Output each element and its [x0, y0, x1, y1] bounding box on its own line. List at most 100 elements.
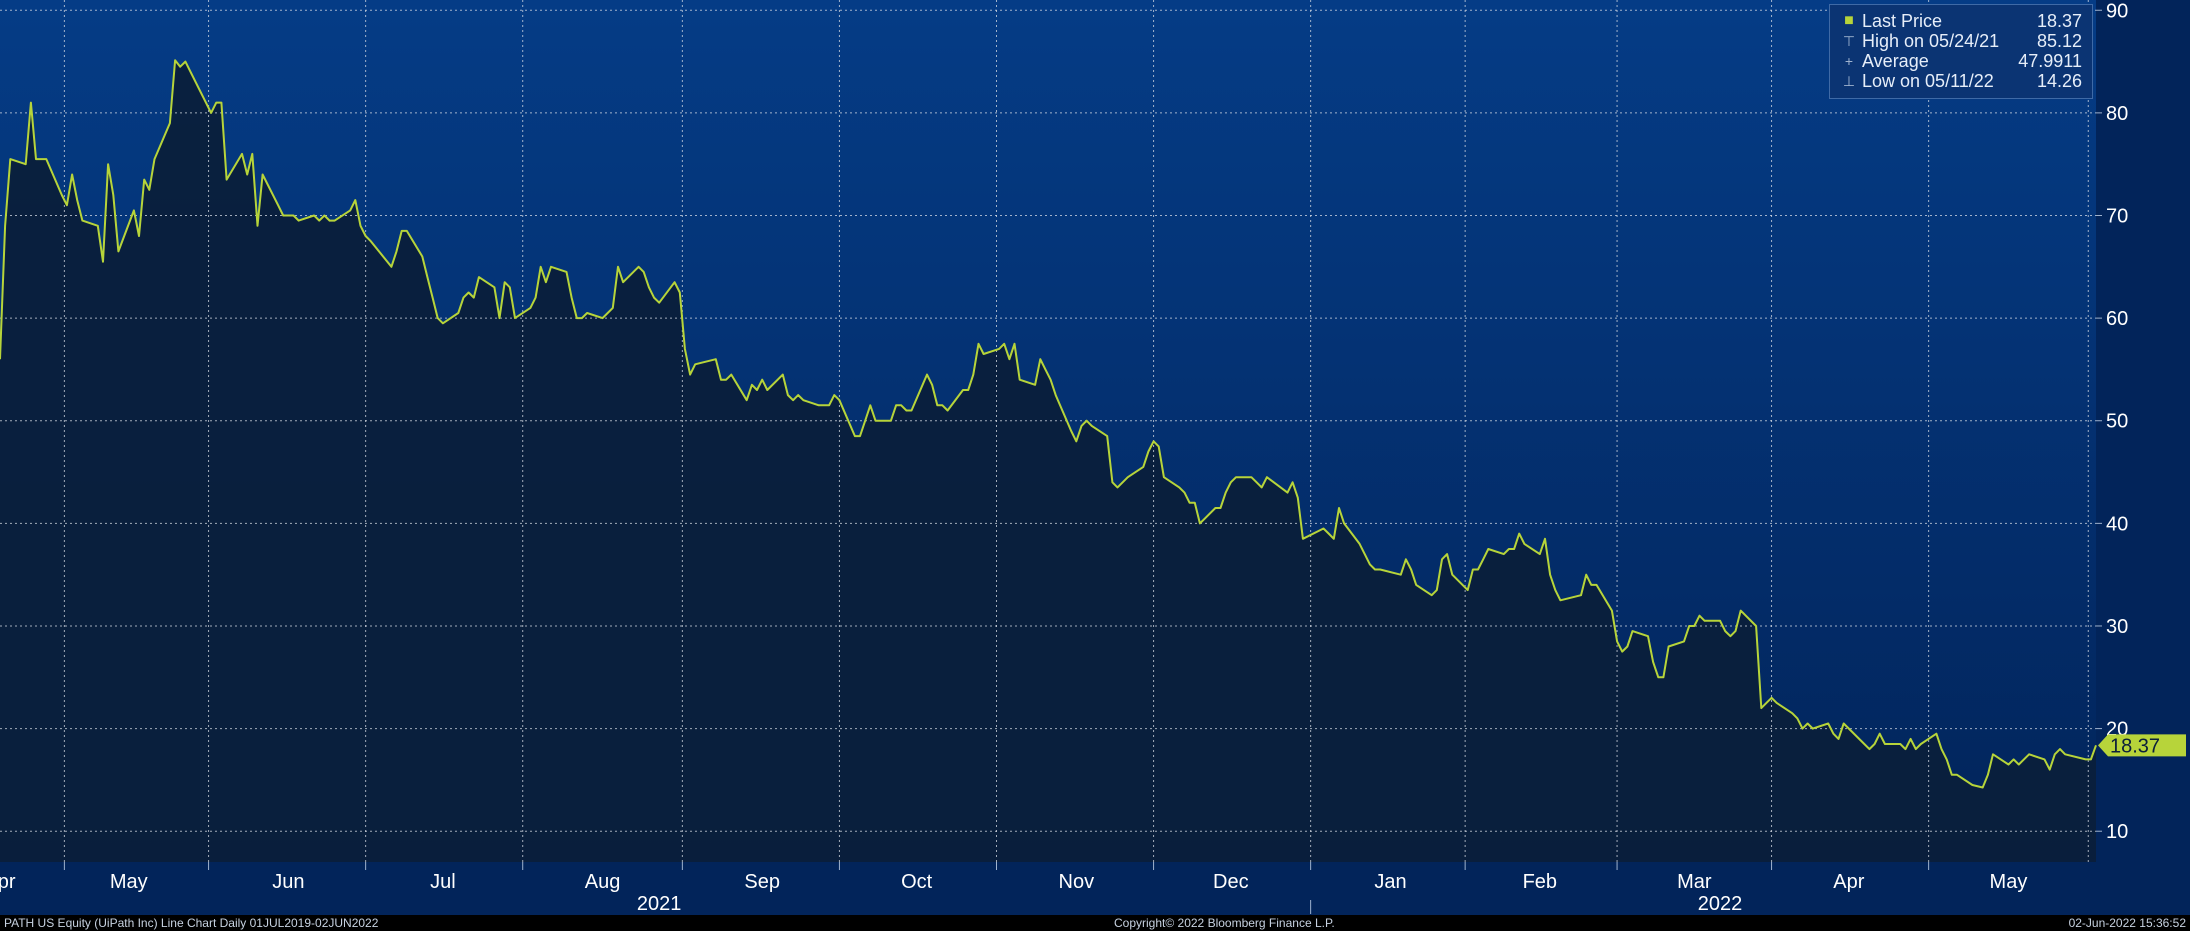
legend-label: Low on 05/11/22: [1862, 70, 1994, 91]
footer-copyright: Copyright© 2022 Bloomberg Finance L.P.: [1114, 916, 1335, 930]
x-axis-panel: [0, 862, 2190, 915]
data-point: [1008, 358, 1010, 360]
data-point: [1451, 574, 1453, 576]
data-point: [220, 102, 222, 104]
chart-legend: ■ Last Price 18.37 ⊤ High on 05/24/21 85…: [1829, 4, 2093, 99]
x-tick-label: Aug: [585, 871, 621, 893]
data-point: [833, 394, 835, 396]
data-point: [1503, 553, 1505, 555]
data-point: [71, 174, 73, 176]
data-point: [334, 220, 336, 222]
data-point: [318, 220, 320, 222]
data-point: [1843, 723, 1845, 725]
data-point: [931, 384, 933, 386]
data-point: [1091, 425, 1093, 427]
data-point: [2018, 764, 2020, 766]
data-point: [797, 394, 799, 396]
data-point: [1863, 743, 1865, 745]
data-point: [174, 59, 176, 61]
data-point: [1755, 625, 1757, 627]
data-point: [1328, 533, 1330, 535]
data-point: [2054, 753, 2056, 755]
data-point: [1956, 774, 1958, 776]
data-point: [1951, 774, 1953, 776]
data-point: [396, 250, 398, 252]
data-point: [1652, 661, 1654, 663]
data-point: [1812, 728, 1814, 730]
last-price-tag-label: 18.37: [2110, 735, 2160, 757]
data-point: [766, 389, 768, 391]
data-point: [421, 256, 423, 258]
data-point: [947, 410, 949, 412]
data-point: [1467, 589, 1469, 591]
data-point: [154, 158, 156, 160]
y-tick-label: 40: [2106, 513, 2128, 535]
x-year-label: 2021: [637, 893, 682, 915]
data-point: [838, 399, 840, 401]
x-tick-label: Sep: [744, 871, 780, 893]
data-point: [1559, 599, 1561, 601]
data-point: [648, 286, 650, 288]
data-point: [911, 410, 913, 412]
data-point: [4, 225, 6, 227]
data-point: [823, 404, 825, 406]
data-point: [1189, 502, 1191, 504]
data-point: [1250, 476, 1252, 478]
data-point: [1740, 610, 1742, 612]
data-point: [1616, 640, 1618, 642]
data-point: [1632, 630, 1634, 632]
data-point: [437, 317, 439, 319]
data-point: [2064, 753, 2066, 755]
data-point: [1735, 630, 1737, 632]
data-point: [390, 266, 392, 268]
data-point: [1415, 584, 1417, 586]
data-point: [1802, 728, 1804, 730]
data-point: [1585, 574, 1587, 576]
data-point: [2085, 758, 2087, 760]
data-point: [1003, 343, 1005, 345]
data-point: [457, 312, 459, 314]
data-point: [323, 215, 325, 217]
data-point: [967, 389, 969, 391]
data-point: [1431, 594, 1433, 596]
x-tick-label: Apr: [0, 871, 16, 893]
data-point: [426, 276, 428, 278]
data-point: [277, 204, 279, 206]
data-point: [1034, 384, 1036, 386]
data-point: [2013, 758, 2015, 760]
data-point: [571, 297, 573, 299]
data-point: [360, 225, 362, 227]
data-point: [2049, 769, 2051, 771]
average-marker-icon: +: [1844, 53, 1854, 69]
data-point: [2044, 758, 2046, 760]
data-point: [1014, 343, 1016, 345]
data-point: [1039, 358, 1041, 360]
data-point: [2028, 753, 2030, 755]
legend-item-low: ⊥ Low on 05/11/22 14.26: [1840, 71, 2082, 91]
data-point: [468, 292, 470, 294]
x-year-label: 2022: [1698, 893, 1743, 915]
data-point: [442, 322, 444, 324]
data-point: [143, 179, 145, 181]
data-point: [1055, 394, 1057, 396]
legend-value: 14.26: [2036, 70, 2082, 91]
data-point: [179, 66, 181, 68]
data-point: [576, 317, 578, 319]
data-point: [1590, 584, 1592, 586]
data-point: [1158, 445, 1160, 447]
data-point: [1946, 758, 1948, 760]
data-point: [890, 420, 892, 422]
data-point: [1838, 738, 1840, 740]
data-point: [1868, 748, 1870, 750]
data-point: [257, 225, 259, 227]
data-point: [1214, 507, 1216, 509]
x-tick-label: May: [110, 871, 148, 893]
data-point: [1935, 733, 1937, 735]
data-point: [1225, 492, 1227, 494]
data-point: [1704, 620, 1706, 622]
data-point: [2008, 764, 2010, 766]
data-point: [756, 389, 758, 391]
data-point: [97, 225, 99, 227]
data-point: [1905, 748, 1907, 750]
data-point: [1621, 651, 1623, 653]
